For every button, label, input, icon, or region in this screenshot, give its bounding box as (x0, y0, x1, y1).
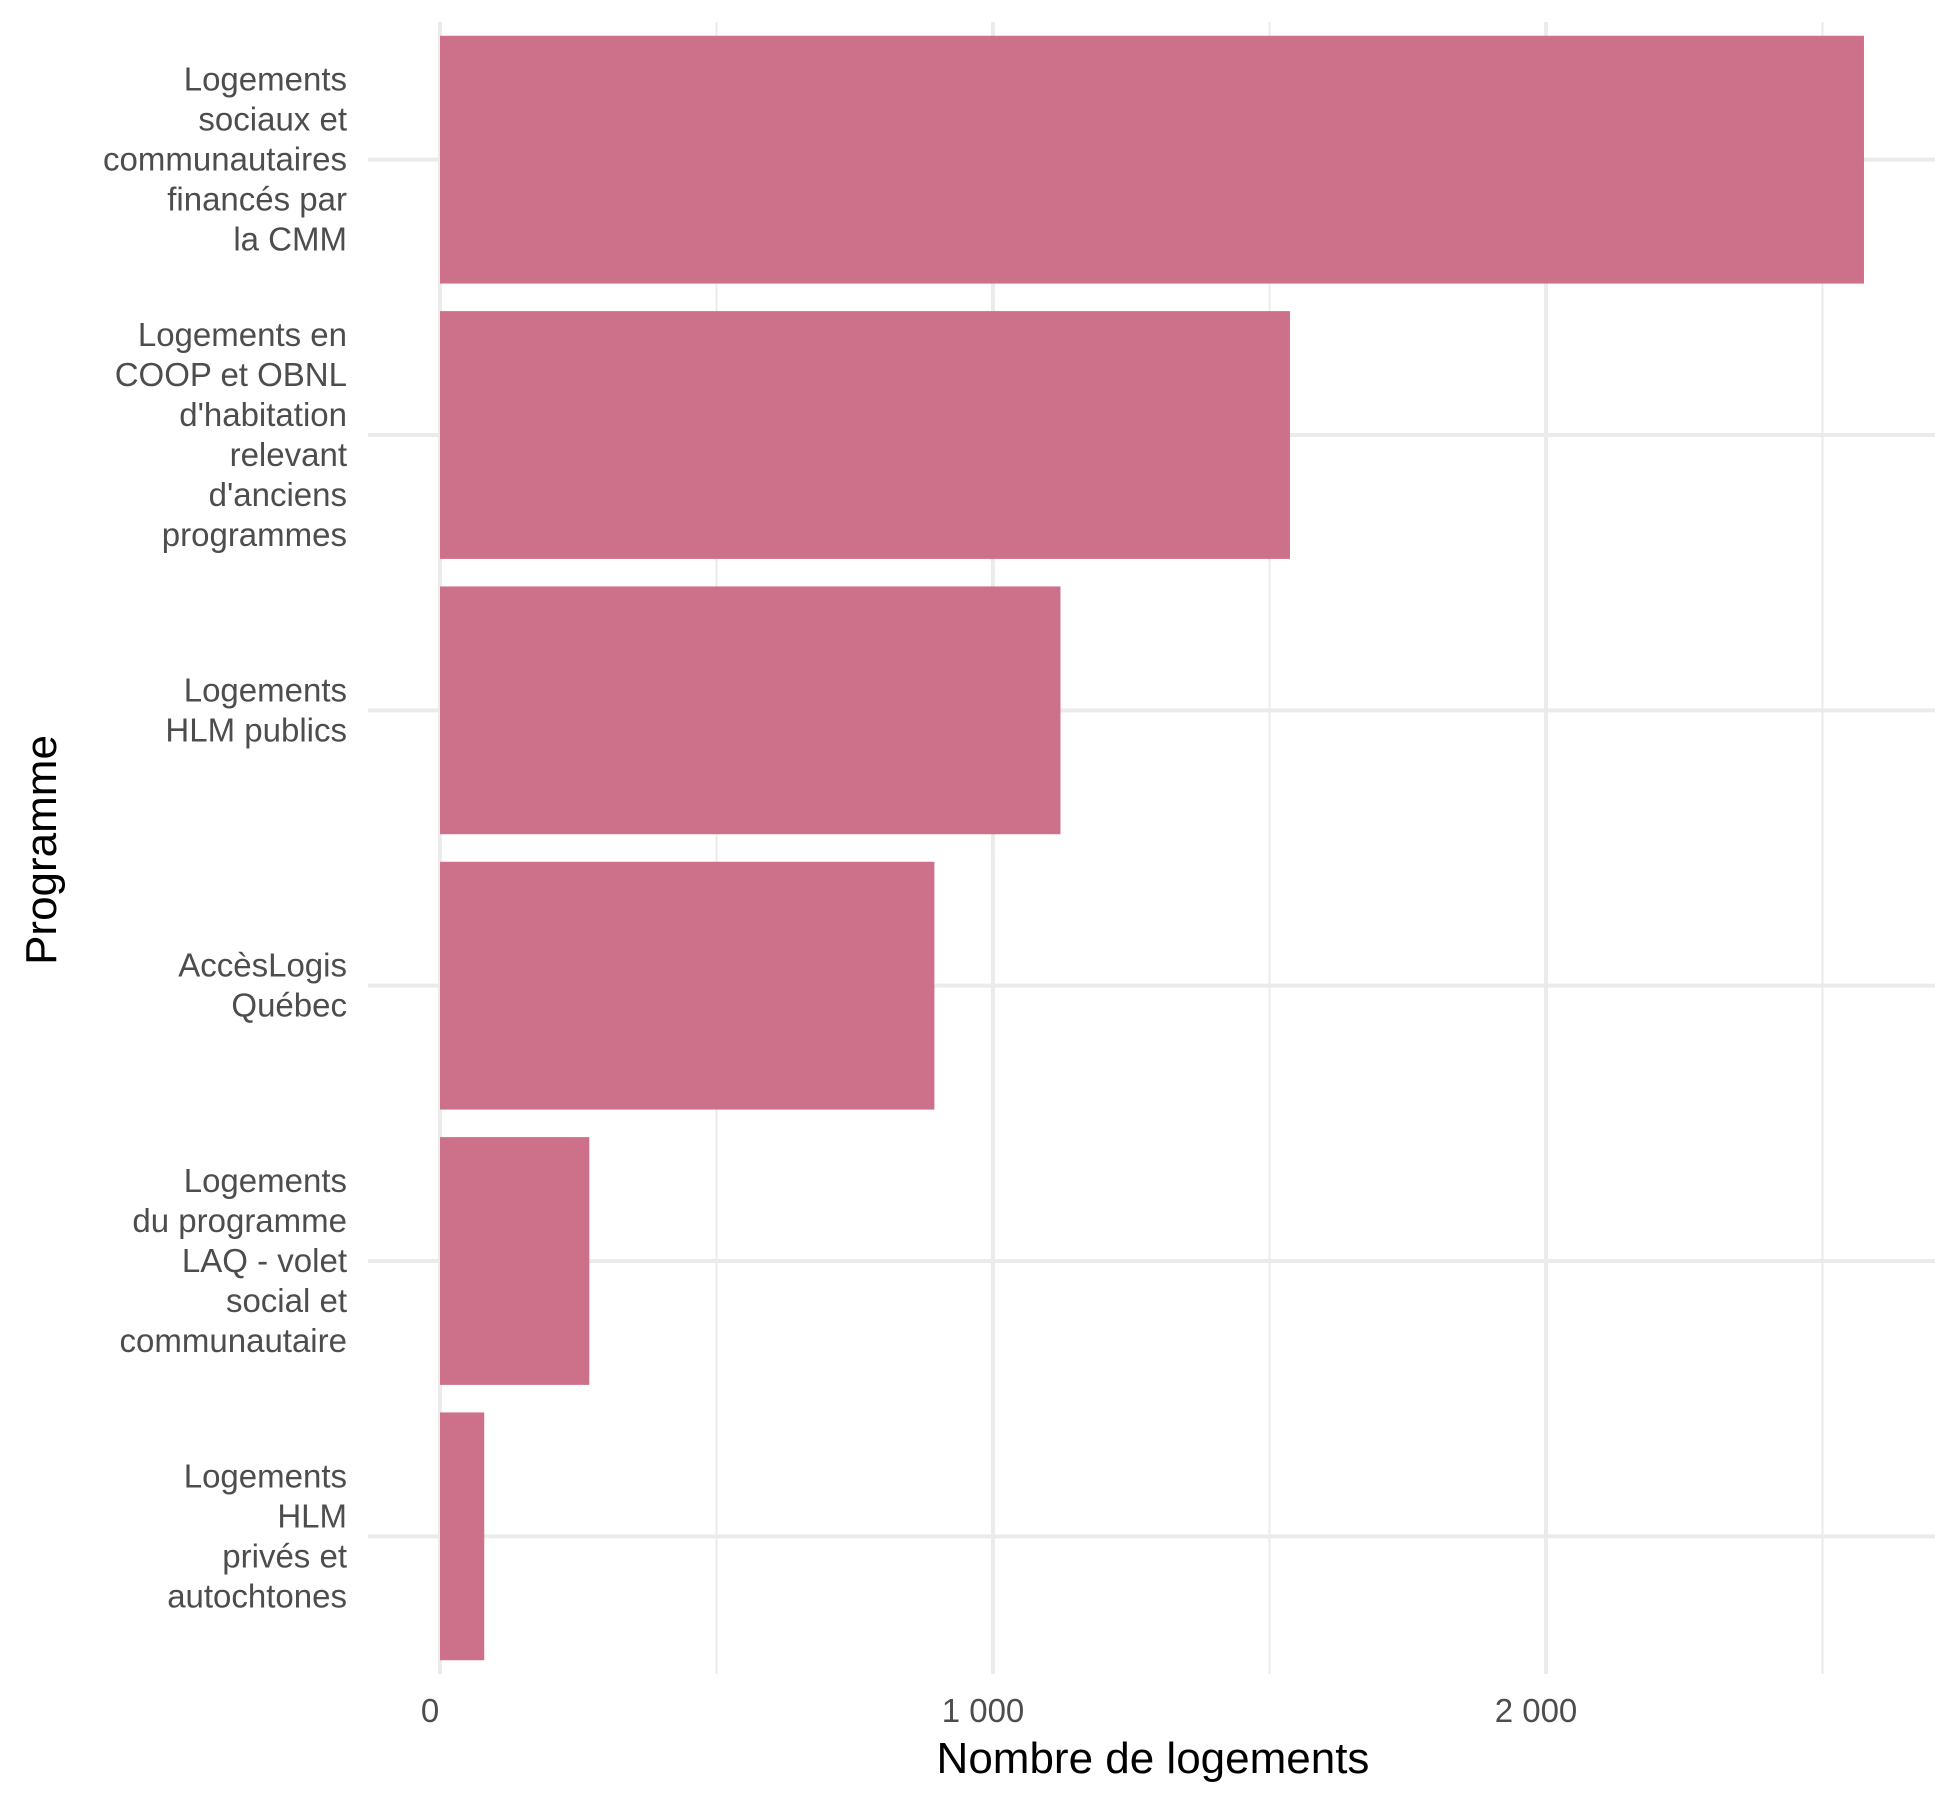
bar (440, 1137, 590, 1385)
y-tick-label-line: Logements (184, 1162, 347, 1199)
y-tick-label-line: LAQ - volet (182, 1242, 347, 1279)
y-axis-title: Programme (17, 735, 66, 965)
y-tick-label: AccèsLogis Québec (178, 947, 347, 1024)
y-tick-labels: Logements sociaux et communautaires financé… (103, 61, 347, 1615)
x-tick-label: 2 000 (1495, 1692, 1578, 1729)
y-tick-label-line: la CMM (233, 221, 347, 258)
x-axis-title: Nombre de logements (937, 1734, 1370, 1783)
x-tick-labels: 0 1 000 2 000 (421, 1692, 1577, 1729)
bar (440, 586, 1061, 835)
y-tick-label: Logements HLM publics (165, 671, 347, 748)
y-tick-label-line: AccèsLogis (178, 947, 347, 984)
y-tick-label-line: HLM (277, 1497, 347, 1534)
y-tick-label-line: communautaire (120, 1322, 347, 1359)
bars (440, 35, 1864, 1661)
y-tick-label-line: social et (226, 1282, 347, 1319)
x-tick-label: 0 (421, 1692, 439, 1729)
y-tick-label-line: financés par (167, 181, 347, 218)
y-tick-label-line: du programme (132, 1202, 347, 1239)
y-tick-label: Logements du programme LAQ - volet social e… (120, 1162, 347, 1359)
y-tick-label-line: Logements en (138, 316, 347, 353)
x-tick-label: 1 000 (942, 1692, 1025, 1729)
y-tick-label: Logements sociaux et communautaires financé… (103, 61, 347, 258)
bar (440, 311, 1290, 559)
y-tick-label-line: programmes (162, 516, 347, 553)
y-tick-label-line: autochtones (167, 1577, 347, 1614)
y-tick-label-line: COOP et OBNL (115, 356, 347, 393)
bar (440, 861, 935, 1110)
y-tick-label-line: Logements (184, 671, 347, 708)
y-tick-label-line: Logements (184, 61, 347, 98)
y-tick-label-line: Logements (184, 1457, 347, 1494)
y-tick-label-line: privés et (222, 1537, 347, 1574)
y-tick-label-line: HLM publics (165, 711, 347, 748)
y-tick-label-line: d'habitation (179, 396, 347, 433)
y-tick-label-line: communautaires (103, 141, 347, 178)
y-tick-label-line: Québec (231, 987, 347, 1024)
y-tick-label: Logements en COOP et OBNL d'habitation rele… (115, 316, 347, 553)
y-tick-label: Logements HLM privés et autochtones (167, 1457, 347, 1614)
y-tick-label-line: sociaux et (198, 101, 347, 138)
bar (440, 1412, 485, 1661)
y-tick-label-line: d'anciens (209, 476, 347, 513)
bar (440, 35, 1864, 284)
y-tick-label-line: relevant (230, 436, 347, 473)
